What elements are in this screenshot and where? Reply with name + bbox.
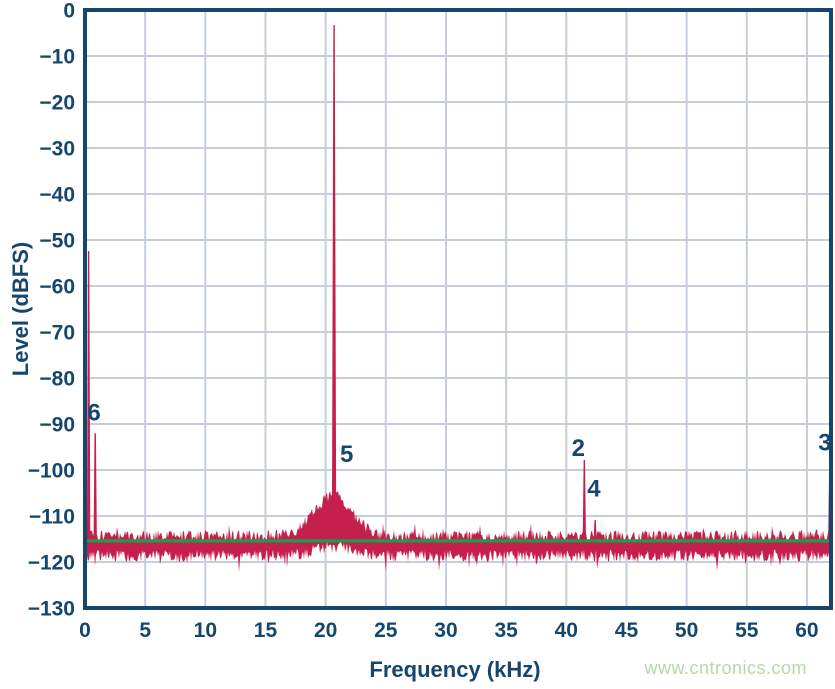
svg-text:5: 5 <box>139 619 151 642</box>
svg-text:60: 60 <box>795 619 818 642</box>
svg-text:10: 10 <box>194 619 217 642</box>
x-axis-title: Frequency (kHz) <box>369 657 541 682</box>
watermark-text: www.cntronics.com <box>644 658 807 678</box>
svg-text:−40: −40 <box>39 184 75 207</box>
svg-text:−80: −80 <box>39 368 75 391</box>
svg-text:25: 25 <box>374 619 398 642</box>
svg-text:−90: −90 <box>39 414 75 437</box>
svg-text:−10: −10 <box>39 46 75 69</box>
svg-text:−130: −130 <box>28 598 75 621</box>
svg-text:45: 45 <box>615 619 639 642</box>
svg-text:35: 35 <box>494 619 518 642</box>
svg-text:55: 55 <box>735 619 759 642</box>
svg-text:3: 3 <box>818 429 831 456</box>
svg-text:−70: −70 <box>39 322 75 345</box>
svg-text:−120: −120 <box>28 552 75 575</box>
svg-text:6: 6 <box>87 400 100 427</box>
svg-text:40: 40 <box>555 619 578 642</box>
svg-text:0: 0 <box>79 619 91 642</box>
svg-text:4: 4 <box>587 475 601 502</box>
svg-text:2: 2 <box>572 435 585 462</box>
svg-text:−20: −20 <box>39 92 75 115</box>
svg-text:−30: −30 <box>39 138 75 161</box>
svg-text:−60: −60 <box>39 276 75 299</box>
svg-text:−110: −110 <box>29 506 75 529</box>
y-axis-title: Level (dBFS) <box>8 241 33 377</box>
svg-text:0: 0 <box>63 0 75 23</box>
svg-text:−100: −100 <box>28 460 75 483</box>
svg-text:30: 30 <box>434 619 457 642</box>
svg-text:−50: −50 <box>39 230 75 253</box>
svg-text:5: 5 <box>340 441 353 468</box>
svg-text:50: 50 <box>675 619 698 642</box>
svg-text:15: 15 <box>254 619 278 642</box>
svg-text:20: 20 <box>314 619 337 642</box>
